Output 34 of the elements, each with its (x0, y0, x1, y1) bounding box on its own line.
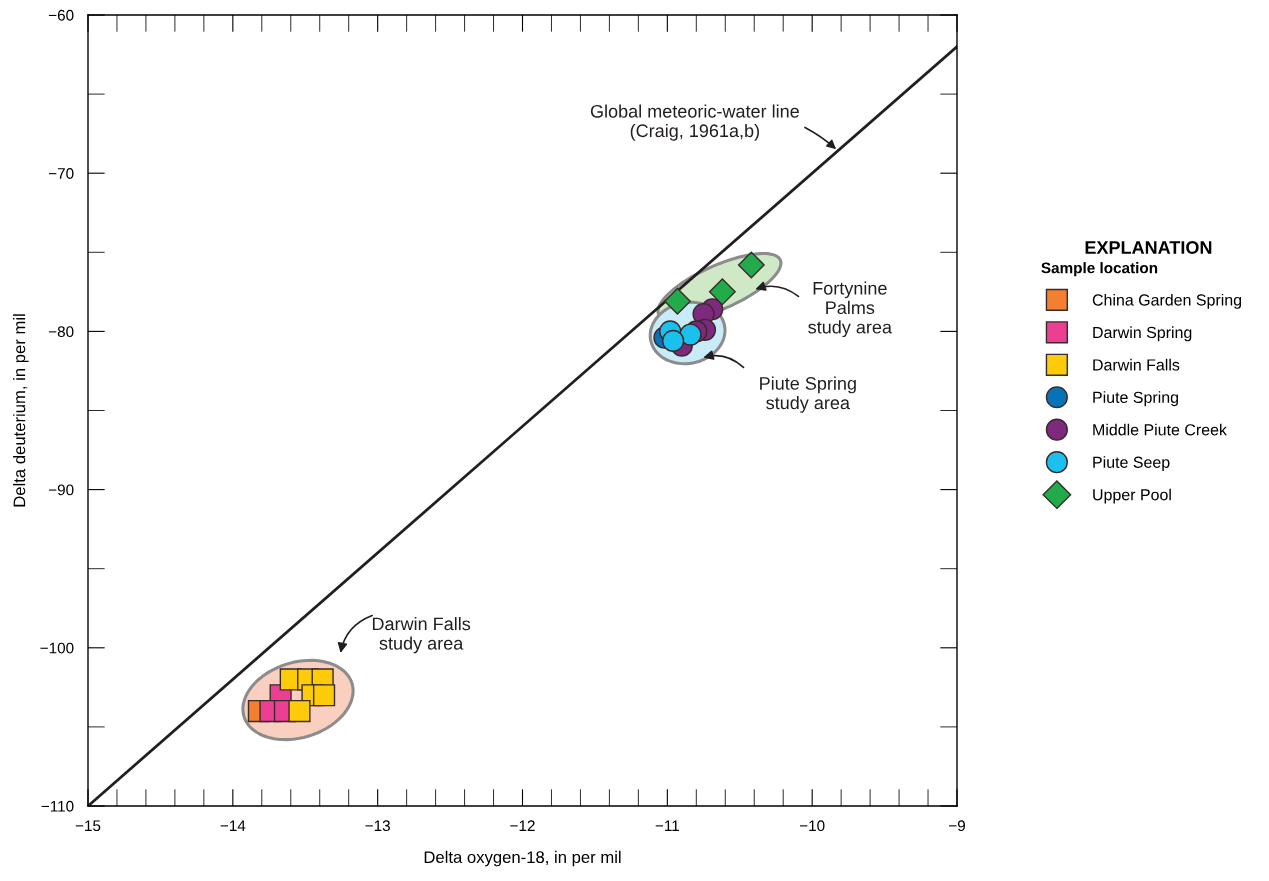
y-tick-label: −100 (40, 642, 74, 654)
x-tick-label: −10 (799, 820, 825, 832)
y-tick-label: −110 (41, 800, 74, 812)
legend-title: Sample location (1041, 262, 1158, 277)
x-tick-label: −15 (75, 820, 101, 832)
annotation: Darwin Falls study area (372, 617, 471, 654)
point (737, 251, 765, 279)
x-tick-label: −11 (655, 820, 679, 831)
legend-label: Upper Pool (1093, 488, 1171, 504)
x-axis-title: Delta oxygen-18, in per mil (424, 850, 621, 867)
x-tick-label: −13 (365, 820, 390, 832)
legend-label: Piute Spring (1093, 391, 1178, 407)
annotation: Global meteoric-water line (Craig, 1961a,b) (590, 104, 799, 141)
point (664, 287, 691, 315)
annotation: Piute Spring study area (760, 376, 856, 413)
legend-label: Piute Seep (1093, 456, 1170, 472)
x-tick-label: −9 (949, 820, 965, 832)
annotation: Fortynine Palms study area (808, 281, 892, 338)
y-tick-label: −90 (48, 484, 74, 496)
x-tick-label: −12 (510, 820, 535, 831)
x-tick-label: −14 (220, 820, 246, 831)
y-tick-label: −80 (48, 326, 74, 338)
legend-label: Middle Piute Creek (1093, 423, 1227, 436)
text: EXPLANATION (1085, 241, 1212, 254)
point (708, 278, 736, 306)
point (288, 699, 311, 723)
legend-label: China Garden Spring (1092, 293, 1242, 309)
legend-label: Darwin Spring (1093, 326, 1192, 342)
y-axis-title: Delta deuterium, in per mil (13, 314, 29, 507)
y-tick-label: −60 (48, 9, 74, 21)
point (662, 329, 685, 353)
legend-label: Darwin Falls (1093, 358, 1180, 371)
y-tick-label: −70 (48, 168, 74, 179)
point (312, 684, 336, 707)
